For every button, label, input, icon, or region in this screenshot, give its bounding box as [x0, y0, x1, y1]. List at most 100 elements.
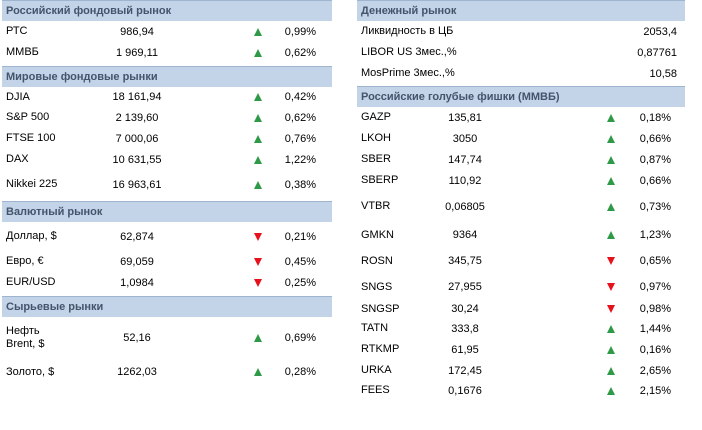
table-row: URKA 172,45 2,65%	[357, 360, 685, 381]
arrow-down-icon	[250, 251, 266, 272]
arrow-up-icon	[250, 359, 266, 385]
arrow-up-icon	[603, 360, 619, 381]
instrument-name: SNGSP	[361, 302, 400, 315]
change-percent: 1,44%	[639, 322, 671, 335]
arrow-down-icon	[250, 272, 266, 293]
instrument-name: Доллар, $	[6, 230, 57, 242]
instrument-name: S&P 500	[6, 111, 50, 123]
instrument-value: 27,955	[448, 281, 482, 293]
change-percent: 0,16%	[639, 343, 671, 356]
section-money: Ликвидность в ЦБ 2053,4 LIBOR US 3мес.,% 0,…	[357, 21, 685, 84]
instrument-name: Золото, $	[6, 365, 55, 378]
instrument-value: 1 969,11	[115, 46, 158, 59]
table-row: РТС 986,94 0,99%	[2, 21, 332, 42]
instrument-name: SBERP	[361, 174, 399, 186]
instrument-name: TATN	[361, 322, 389, 334]
arrow-up-icon	[250, 317, 266, 359]
right-column: Денежный рынок Ликвидность в ЦБ 2053,4 LIB…	[357, 0, 685, 400]
instrument-name: GAZP	[361, 111, 391, 123]
table-row: S&P 500 2 139,60 0,62%	[2, 107, 332, 128]
instrument-name: MosPrime 3мес.,%	[361, 67, 455, 79]
change-percent: 0,69%	[284, 332, 316, 344]
instrument-name: LIBOR US 3мес.,%	[361, 46, 457, 58]
arrow-down-icon	[250, 222, 266, 251]
table-row: Золото, $ 1262,03 0,28%	[2, 359, 332, 385]
instrument-name: FEES	[361, 384, 390, 396]
table-row: GMKN 9364 1,23%	[357, 222, 685, 248]
instrument-name: DJIA	[6, 90, 30, 103]
change-percent: 1,23%	[639, 229, 671, 241]
instrument-value: 62,874	[120, 230, 154, 243]
instrument-value: 61,95	[451, 343, 479, 356]
section-world-stock: DJIA 18 161,94 0,42% S&P 500 2 139,60 0,62% FT…	[2, 87, 332, 199]
section-russian-stock: РТС 986,94 0,99% ММВБ 1 969,11 0,62%	[2, 21, 332, 63]
table-row: ROSN 345,75 0,65%	[357, 248, 685, 274]
change-percent: 0,38%	[284, 178, 316, 191]
change-percent: 0,42%	[284, 91, 316, 103]
table-row: Nikkei 225 16 963,61 0,38%	[2, 170, 332, 199]
instrument-value: 30,24	[451, 303, 479, 315]
section-header-russian-stock: Российский фондовый рынок	[2, 0, 332, 21]
change-percent: 2,15%	[639, 384, 671, 397]
change-percent: 0,99%	[284, 25, 316, 38]
change-percent: 0,65%	[639, 255, 671, 267]
table-row: DJIA 18 161,94 0,42%	[2, 87, 332, 107]
change-percent: 0,76%	[284, 132, 316, 145]
table-row: GAZP 135,81 0,18%	[357, 107, 685, 128]
instrument-name: Евро, €	[6, 255, 44, 267]
instrument-value: 9364	[452, 229, 478, 241]
instrument-value: 147,74	[448, 153, 482, 166]
table-row: FTSE 100 7 000,06 0,76%	[2, 128, 332, 149]
change-percent: 0,62%	[284, 111, 316, 124]
table-row: SBERP 110,92 0,66%	[357, 170, 685, 191]
arrow-down-icon	[603, 300, 619, 318]
instrument-value: 110,92	[448, 174, 482, 187]
table-row: EUR/USD 1,0984 0,25%	[2, 272, 332, 293]
table-row: Ликвидность в ЦБ 2053,4	[357, 21, 685, 42]
instrument-value: 172,45	[448, 364, 482, 377]
table-row: Евро, € 69,059 0,45%	[2, 251, 332, 272]
table-row: SBER 147,74 0,87%	[357, 149, 685, 170]
instrument-name: ММВБ	[6, 46, 39, 58]
instrument-name: SBER	[361, 153, 391, 165]
instrument-name: DAX	[6, 153, 29, 165]
arrow-up-icon	[250, 128, 266, 149]
instrument-value: 2 139,60	[115, 111, 159, 124]
instrument-name: VTBR	[361, 200, 391, 212]
table-row: ММВБ 1 969,11 0,62%	[2, 42, 332, 63]
change-percent: 0,98%	[639, 303, 671, 315]
instrument-value: 52,16	[123, 332, 151, 344]
section-header-commodities: Сырьевые рынки	[2, 296, 332, 317]
change-percent: 0,21%	[284, 230, 316, 243]
change-percent: 0,25%	[284, 276, 316, 289]
arrow-up-icon	[603, 381, 619, 400]
instrument-value: 2053,4	[643, 25, 677, 38]
instrument-name: RTKMP	[361, 343, 400, 355]
table-row: RTKMP 61,95 0,16%	[357, 339, 685, 360]
instrument-name: Нефть Brent, $	[6, 325, 45, 350]
left-column: Российский фондовый рынок РТС 986,94 0,99%…	[2, 0, 332, 385]
table-row: MosPrime 3мес.,% 10,58	[357, 63, 685, 84]
change-percent: 0,28%	[284, 366, 316, 378]
arrow-up-icon	[250, 149, 266, 170]
instrument-value: 18 161,94	[112, 91, 162, 103]
table-row: TATN 333,8 1,44%	[357, 318, 685, 339]
instrument-name: FTSE 100	[6, 132, 56, 144]
arrow-up-icon	[603, 339, 619, 360]
table-row: DAX 10 631,55 1,22%	[2, 149, 332, 170]
table-row: VTBR 0,06805 0,73%	[357, 191, 685, 222]
section-commodities: Нефть Brent, $ 52,16 0,69% Золото, $ 1262,03…	[2, 317, 332, 385]
change-percent: 0,18%	[639, 111, 671, 124]
instrument-value: 0,06805	[445, 200, 485, 213]
change-percent: 0,66%	[639, 132, 671, 145]
table-row: SNGS 27,955 0,97%	[357, 274, 685, 300]
arrow-up-icon	[603, 222, 619, 248]
instrument-name: РТС	[6, 25, 28, 37]
instrument-value: 16 963,61	[112, 178, 162, 191]
arrow-up-icon	[603, 128, 619, 149]
table-row: FEES 0,1676 2,15%	[357, 381, 685, 400]
arrow-up-icon	[250, 107, 266, 128]
instrument-value: 0,87761	[637, 46, 677, 59]
instrument-value: 3050	[452, 132, 478, 145]
instrument-name: SNGS	[361, 280, 393, 293]
